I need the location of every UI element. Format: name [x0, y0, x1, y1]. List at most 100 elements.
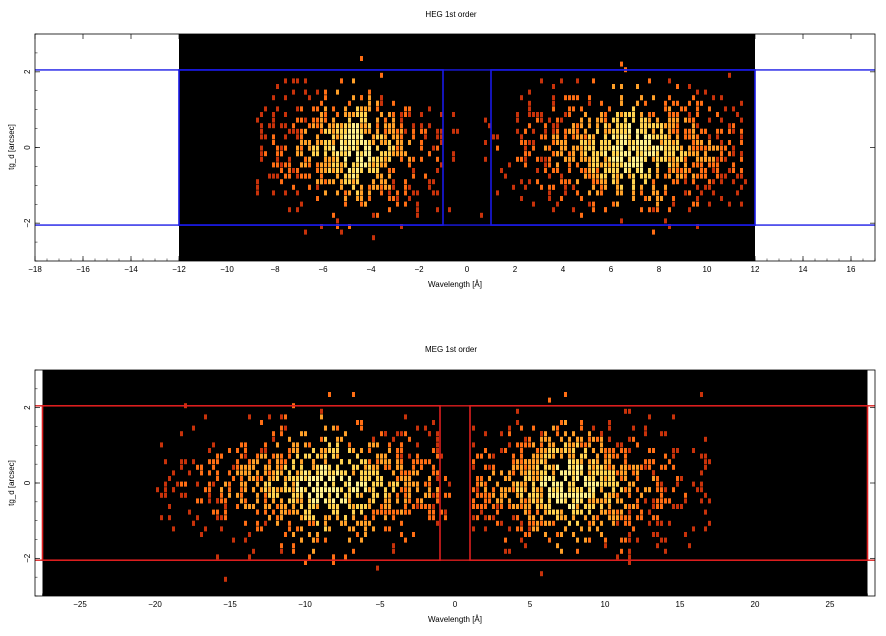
meg-event-pixel — [432, 448, 435, 453]
heg-event-pixel — [560, 151, 563, 157]
meg-event-pixel — [380, 509, 383, 515]
meg-event-pixel — [384, 492, 387, 498]
meg-event-pixel — [528, 470, 531, 476]
meg-event-pixel — [336, 448, 339, 453]
meg-event-pixel — [260, 453, 263, 459]
meg-event-pixel — [300, 431, 303, 437]
meg-event-pixel — [284, 464, 287, 470]
meg-event-pixel — [616, 442, 619, 448]
heg-event-pixel — [328, 168, 331, 173]
heg-event-pixel — [628, 162, 631, 168]
heg-event-pixel — [428, 106, 431, 112]
meg-event-pixel — [512, 464, 515, 470]
meg-event-pixel — [440, 509, 443, 515]
meg-event-pixel — [444, 476, 447, 481]
heg-event-pixel — [696, 106, 699, 112]
heg-event-pixel — [352, 140, 355, 145]
heg-event-pixel — [336, 218, 339, 224]
meg-event-pixel — [524, 504, 527, 509]
heg-event-pixel — [328, 162, 331, 168]
meg-event-pixel — [440, 453, 443, 459]
meg-event-pixel — [704, 459, 707, 465]
heg-event-pixel — [616, 168, 619, 173]
heg-event-pixel — [604, 207, 607, 213]
meg-event-pixel — [264, 498, 267, 504]
meg-event-pixel — [592, 425, 595, 431]
meg-event-pixel — [384, 526, 387, 532]
meg-event-pixel — [296, 448, 299, 453]
meg-event-pixel — [568, 492, 571, 498]
heg-event-pixel — [316, 140, 319, 145]
heg-event-pixel — [380, 173, 383, 179]
meg-event-pixel — [476, 453, 479, 459]
meg-event-pixel — [576, 520, 579, 526]
meg-event-pixel — [328, 442, 331, 448]
heg-event-pixel — [664, 184, 667, 190]
heg-event-pixel — [616, 190, 619, 196]
meg-event-pixel — [632, 464, 635, 470]
meg-event-pixel — [236, 504, 239, 509]
heg-event-pixel — [436, 207, 439, 213]
meg-event-pixel — [632, 436, 635, 442]
heg-event-pixel — [640, 190, 643, 196]
meg-event-pixel — [692, 526, 695, 532]
heg-event-pixel — [392, 128, 395, 134]
heg-event-pixel — [544, 134, 547, 140]
meg-event-pixel — [312, 548, 315, 554]
heg-event-pixel — [300, 106, 303, 112]
heg-event-pixel — [712, 190, 715, 196]
heg-event-pixel — [256, 184, 259, 190]
heg-event-pixel — [568, 95, 571, 101]
meg-event-pixel — [508, 504, 511, 509]
heg-event-pixel — [688, 117, 691, 123]
meg-event-pixel — [324, 453, 327, 459]
heg-event-pixel — [600, 117, 603, 123]
heg-event-pixel — [364, 162, 367, 168]
meg-event-pixel — [588, 481, 591, 487]
heg-event-pixel — [344, 156, 347, 162]
heg-event-pixel — [484, 117, 487, 123]
meg-x-tick-label: −15 — [223, 600, 237, 609]
meg-event-pixel — [432, 509, 435, 515]
heg-event-pixel — [276, 173, 279, 179]
meg-event-pixel — [264, 504, 267, 509]
heg-event-pixel — [576, 179, 579, 185]
heg-event-pixel — [300, 151, 303, 157]
heg-event-pixel — [352, 134, 355, 140]
heg-event-pixel — [300, 145, 303, 151]
heg-event-pixel — [432, 145, 435, 151]
heg-event-pixel — [692, 201, 695, 207]
meg-event-pixel — [352, 448, 355, 453]
meg-event-pixel — [316, 453, 319, 459]
heg-event-pixel — [604, 145, 607, 151]
heg-event-pixel — [604, 173, 607, 179]
heg-event-pixel — [396, 190, 399, 196]
meg-event-pixel — [600, 520, 603, 526]
meg-event-pixel — [564, 476, 567, 481]
meg-event-pixel — [628, 492, 631, 498]
heg-event-pixel — [588, 168, 591, 173]
heg-event-pixel — [548, 196, 551, 201]
heg-event-pixel — [616, 201, 619, 207]
heg-event-pixel — [524, 151, 527, 157]
meg-event-pixel — [620, 476, 623, 481]
heg-event-pixel — [296, 173, 299, 179]
meg-event-pixel — [524, 442, 527, 448]
meg-event-pixel — [632, 526, 635, 532]
heg-event-pixel — [696, 184, 699, 190]
meg-event-pixel — [680, 476, 683, 481]
meg-event-pixel — [344, 431, 347, 437]
meg-event-pixel — [376, 470, 379, 476]
heg-event-pixel — [676, 156, 679, 162]
heg-event-pixel — [528, 151, 531, 157]
meg-event-pixel — [660, 537, 663, 543]
heg-event-pixel — [644, 196, 647, 201]
meg-event-pixel — [552, 453, 555, 459]
heg-event-pixel — [360, 95, 363, 101]
heg-event-pixel — [364, 117, 367, 123]
meg-event-pixel — [320, 414, 323, 420]
heg-event-pixel — [532, 112, 535, 117]
meg-event-pixel — [324, 537, 327, 543]
heg-event-pixel — [516, 117, 519, 123]
meg-event-pixel — [568, 459, 571, 465]
